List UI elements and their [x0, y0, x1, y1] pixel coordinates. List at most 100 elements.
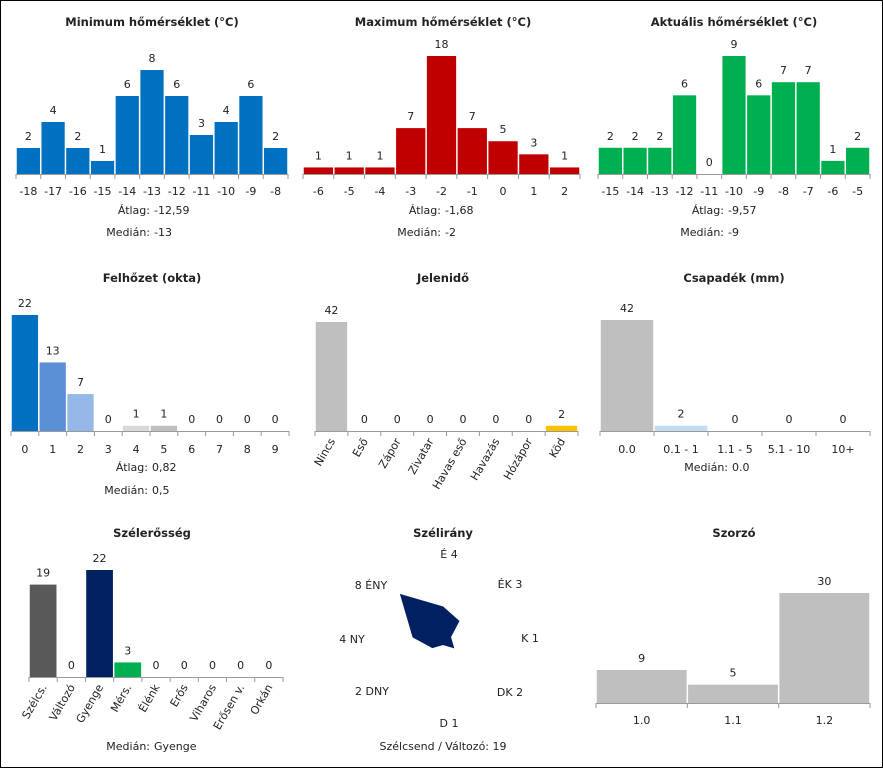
felho-tick-label: 0	[21, 443, 28, 456]
csap-title: Csapadék (mm)	[683, 271, 784, 285]
min-tick-label: -8	[270, 185, 281, 198]
felho-data-label: 0	[188, 413, 195, 426]
min-tick-label: -9	[245, 185, 256, 198]
min-title: Minimum hőmérséklet (°C)	[65, 15, 238, 29]
max-stat-value: -2	[445, 226, 456, 239]
felho-stat-value: 0,82	[152, 461, 177, 474]
max-data-label: 1	[561, 149, 568, 162]
szel-title: Szélerősség	[113, 526, 191, 540]
felho-stat-value: 0,5	[152, 484, 170, 497]
wind-direction-part: É	[440, 548, 447, 561]
felho-title: Felhőzet (okta)	[103, 271, 202, 285]
akt-bar	[672, 95, 697, 174]
jelen-tick-label: Havas eső	[430, 436, 470, 492]
akt-bar	[747, 95, 771, 174]
max-tick-label: -2	[436, 185, 447, 198]
jelen-data-label: 2	[558, 408, 565, 421]
akt-stat-label: Medián:	[680, 226, 724, 239]
max-stat-label: Átlag:	[409, 204, 441, 217]
wind-direction-label: 2 DNY	[355, 685, 389, 698]
akt-data-label: 2	[854, 130, 861, 143]
felho-data-label: 1	[160, 408, 167, 421]
csap-tick-label: 0.1 - 1	[663, 443, 698, 456]
felho-stat-label: Medián:	[104, 484, 148, 497]
wind-direction-area	[399, 593, 460, 649]
max-tick-label: -5	[344, 185, 355, 198]
szel-data-label: 0	[68, 659, 75, 672]
szel-tick-label: Mérs.	[108, 682, 134, 714]
felho-tick-label: 4	[133, 443, 140, 456]
felho-data-label: 0	[216, 413, 223, 426]
akt-bar	[771, 82, 796, 174]
max-bar	[457, 128, 487, 174]
min-data-label: 2	[272, 130, 279, 143]
szel-data-label: 22	[93, 552, 107, 565]
akt-bar	[722, 56, 746, 174]
szel-data-label: 0	[265, 659, 272, 672]
felho-tick-label: 3	[105, 443, 112, 456]
wind-direction-part: K	[521, 632, 529, 645]
wind-direction-label: 8 ÉNY	[355, 579, 388, 592]
szorzo-bar	[688, 684, 778, 703]
min-bar	[165, 96, 189, 174]
akt-title: Aktuális hőmérséklet (°C)	[651, 15, 818, 29]
min-bar	[239, 96, 263, 174]
max-tick-label: -4	[374, 185, 385, 198]
max-data-label: 5	[500, 123, 507, 136]
wind-direction-part: 8	[355, 579, 366, 592]
max-tick-label: 0	[500, 185, 507, 198]
min-data-label: 4	[50, 104, 57, 117]
akt-data-label: 7	[805, 64, 812, 77]
min-tick-label: -12	[168, 185, 186, 198]
akt-tick-label: -15	[601, 185, 619, 198]
max-tick-label: -3	[405, 185, 416, 198]
max-stat-label: Medián:	[397, 226, 441, 239]
szel-tick-label: Gyenge	[74, 682, 107, 726]
csap-data-label: 0	[732, 413, 739, 426]
csap-tick-label: 0.0	[618, 443, 636, 456]
akt-stat-value: -9	[728, 226, 739, 239]
wind-direction-label: DK 2	[497, 686, 523, 699]
akt-tick-label: -11	[700, 185, 718, 198]
szorzo-data-label: 5	[730, 667, 737, 680]
max-data-label: 7	[469, 110, 476, 123]
akt-tick-label: -5	[852, 185, 863, 198]
min-tick-label: -13	[143, 185, 161, 198]
wind-direction-label: ÉK 3	[498, 578, 523, 591]
min-tick-label: -15	[94, 185, 112, 198]
wind-calm-footer: Szélcsend / Változó: 19	[380, 740, 507, 753]
akt-tick-label: -8	[778, 185, 789, 198]
max-bar	[519, 154, 549, 174]
max-tick-label: -6	[313, 185, 324, 198]
akt-stat-label: Átlag:	[692, 204, 724, 217]
max-data-label: 7	[407, 110, 414, 123]
min-bar	[115, 96, 139, 174]
szorzo-bar	[596, 670, 687, 703]
akt-data-label: 0	[706, 156, 713, 169]
min-bar	[41, 122, 65, 174]
wind-direction-part: D	[440, 717, 448, 730]
jelen-bar	[545, 425, 578, 431]
felho-tick-label: 8	[244, 443, 251, 456]
jelen-data-label: 0	[427, 413, 434, 426]
min-data-label: 2	[25, 130, 32, 143]
akt-bar	[598, 147, 622, 174]
szorzo-data-label: 9	[638, 652, 645, 665]
szel-data-label: 0	[181, 659, 188, 672]
jelen-tick-label: Hózápor	[501, 436, 535, 483]
akt-bar	[796, 82, 820, 174]
jelen-data-label: 0	[492, 413, 499, 426]
min-stat-label: Átlag:	[118, 204, 150, 217]
max-tick-label: 2	[561, 185, 568, 198]
max-stat-value: -1,68	[445, 204, 473, 217]
min-bar	[140, 70, 164, 174]
min-tick-label: -17	[44, 185, 62, 198]
akt-bar	[648, 147, 672, 174]
szel-tick-label: Orkán	[248, 682, 276, 717]
max-tick-label: 1	[530, 185, 537, 198]
jelen-tick-label: Eső	[350, 436, 371, 460]
csap-tick-label: 1.1 - 5	[717, 443, 752, 456]
wind-direction-part: 3	[512, 578, 523, 591]
felho-data-label: 1	[133, 408, 140, 421]
